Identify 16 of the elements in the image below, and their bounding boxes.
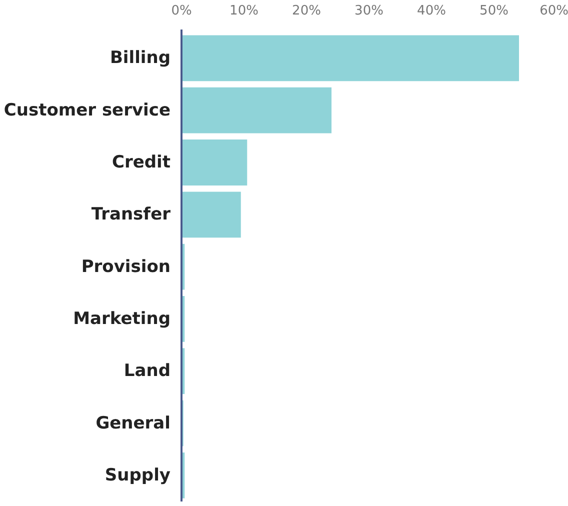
x-tick-label: 0% [171, 4, 192, 18]
y-tick-label: General [96, 413, 171, 434]
x-tick-label: 10% [230, 4, 258, 18]
y-tick-label: Customer service [4, 100, 171, 120]
y-tick-label: Transfer [91, 204, 172, 225]
x-tick-label: 60% [540, 4, 568, 18]
y-tick-label: Supply [104, 465, 170, 486]
x-tick-label: 30% [354, 4, 384, 18]
x-tick-label: 20% [292, 4, 321, 18]
x-tick-label: 50% [480, 4, 508, 18]
y-tick-label: Provision [81, 256, 171, 277]
x-tick-label: 40% [417, 4, 446, 18]
y-tick-label: Credit [112, 152, 171, 172]
y-tick-label: Land [124, 361, 170, 382]
y-tick-label: Marketing [73, 308, 171, 329]
y-tick-label: Billing [110, 48, 171, 68]
